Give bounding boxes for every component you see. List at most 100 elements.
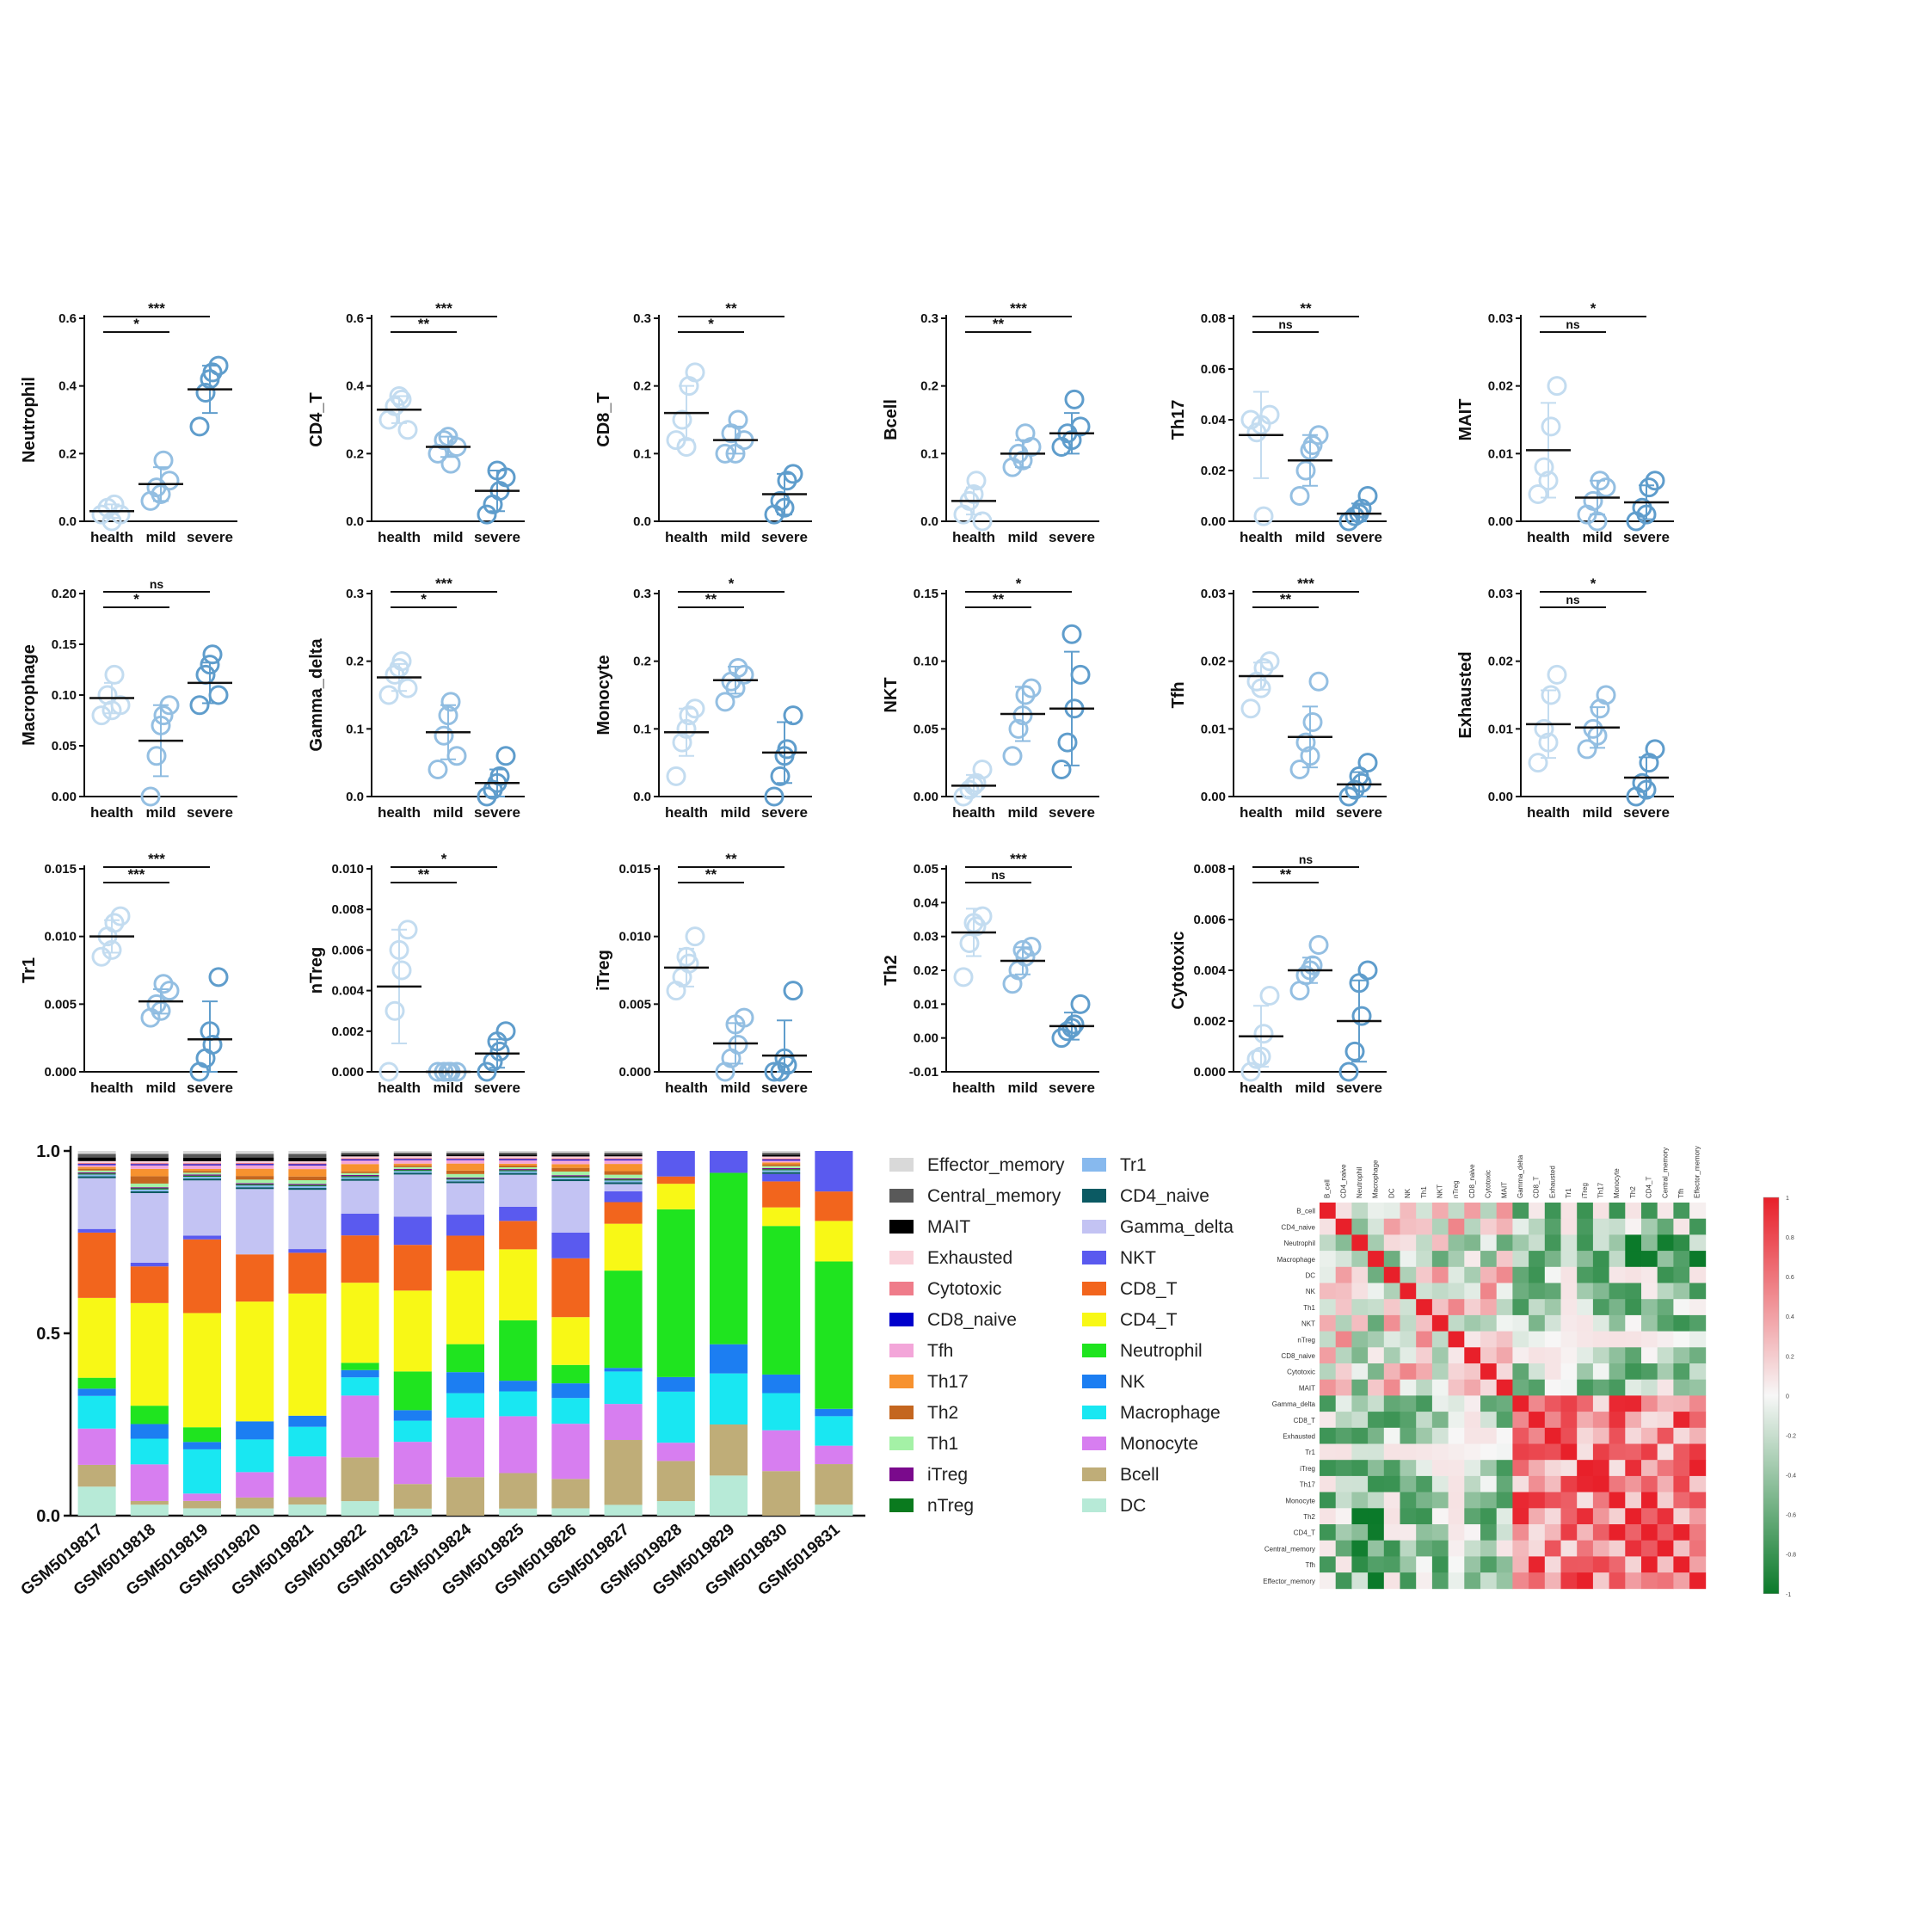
- heatmap-cell: [1416, 1443, 1433, 1461]
- category-label: severe: [761, 529, 808, 545]
- data-point: [1070, 664, 1091, 685]
- bar-segment-effector_memory: [130, 1151, 169, 1154]
- heatmap-col-label: Cytotoxic: [1485, 1170, 1492, 1198]
- dot-plot-exhausted: 0.00 0.01 0.02 0.03 Exhausted health mild sever…: [1456, 575, 1674, 821]
- heatmap-cell: [1625, 1556, 1642, 1573]
- bar-gsm5019826: [551, 1151, 590, 1516]
- y-tick-label: 0.02: [1488, 379, 1513, 394]
- heatmap-row-label: Exhausted: [1283, 1433, 1315, 1441]
- legend-label: CD4_naive: [1120, 1186, 1209, 1206]
- data-point: [91, 504, 112, 525]
- bar-segment-th17: [341, 1164, 379, 1172]
- heatmap-cell: [1383, 1508, 1400, 1525]
- bar-segment-bcell: [341, 1457, 379, 1502]
- category-label: mild: [1295, 804, 1326, 821]
- heatmap-cell: [1368, 1524, 1385, 1541]
- data-point: [1547, 376, 1567, 397]
- y-tick-label: 0.5: [36, 1325, 60, 1344]
- bar-segment-neutrophil: [499, 1320, 538, 1381]
- bar-segment-tr1: [77, 1174, 116, 1177]
- bar-segment-ntreg: [288, 1184, 327, 1186]
- heatmap-cell: [1577, 1508, 1594, 1525]
- heatmap-cell: [1400, 1203, 1417, 1220]
- heatmap-cell: [1577, 1556, 1594, 1573]
- y-tick-label: 0.05: [914, 722, 938, 736]
- heatmap-cell: [1320, 1572, 1337, 1590]
- legend-item-cd4_t: CD4_T: [1082, 1310, 1178, 1330]
- data-point: [783, 981, 803, 1001]
- legend-label: Effector_memory: [927, 1155, 1065, 1175]
- legend-swatch: [1082, 1467, 1106, 1481]
- bar-segment-macrophage: [130, 1438, 169, 1465]
- heatmap-cell: [1673, 1379, 1690, 1396]
- data-point: [495, 746, 516, 766]
- colorbar-tick-label: -0.4: [1786, 1474, 1796, 1480]
- heatmap-cell: [1416, 1460, 1433, 1477]
- heatmap-cell: [1544, 1443, 1561, 1461]
- data-point: [189, 416, 210, 437]
- heatmap-cell: [1383, 1524, 1400, 1541]
- bar-segment-mait: [77, 1157, 116, 1161]
- bar-segment-tfh: [236, 1165, 274, 1169]
- bar-segment-nk: [446, 1372, 485, 1394]
- heatmap-cell: [1464, 1299, 1481, 1316]
- heatmap-cell: [1496, 1556, 1513, 1573]
- heatmap-cell: [1529, 1427, 1546, 1444]
- heatmap-col-label: Th17: [1597, 1182, 1604, 1198]
- bar-segment-dc: [182, 1508, 222, 1516]
- heatmap-cell: [1416, 1379, 1433, 1396]
- heatmap-cell: [1320, 1379, 1337, 1396]
- heatmap-cell: [1577, 1460, 1594, 1477]
- bar-segment-nkt: [341, 1213, 379, 1236]
- heatmap-cell: [1609, 1266, 1626, 1283]
- bar-segment-nkt: [499, 1206, 538, 1221]
- heatmap-cell: [1351, 1492, 1369, 1509]
- data-point: [1645, 471, 1665, 491]
- bar-gsm5019818: [130, 1151, 169, 1516]
- heatmap-cell: [1448, 1540, 1465, 1557]
- heatmap-cell: [1320, 1540, 1337, 1557]
- y-tick-label: 0.4: [346, 379, 365, 394]
- heatmap-cell: [1383, 1347, 1400, 1364]
- y-tick-label: 0.02: [914, 963, 938, 978]
- data-point: [672, 732, 692, 753]
- bar-segment-itreg: [393, 1168, 432, 1171]
- bar-segment-effector_memory: [393, 1151, 432, 1154]
- heatmap-cell: [1689, 1283, 1707, 1300]
- y-tick-label: 0.15: [914, 587, 938, 601]
- legend-swatch: [1082, 1313, 1106, 1326]
- bar-segment-dc: [551, 1508, 590, 1516]
- bar-segment-nkt: [288, 1249, 327, 1253]
- bar-segment-exhausted: [341, 1156, 379, 1159]
- legend-label: CD8_T: [1120, 1279, 1178, 1299]
- heatmap-cell: [1657, 1475, 1674, 1492]
- heatmap-cell: [1625, 1363, 1642, 1381]
- heatmap-cell: [1609, 1412, 1626, 1429]
- heatmap-cell: [1544, 1572, 1561, 1590]
- heatmap-cell: [1320, 1203, 1337, 1220]
- bar-segment-th1: [288, 1180, 327, 1184]
- category-label: severe: [1049, 529, 1095, 545]
- heatmap-cell: [1657, 1299, 1674, 1316]
- legend-swatch: [1082, 1437, 1106, 1450]
- data-point: [434, 725, 454, 746]
- y-tick-label: 0.2: [346, 655, 364, 669]
- data-point: [1351, 1006, 1372, 1026]
- heatmap-col-label: Monocyte: [1613, 1168, 1621, 1198]
- category-label: mild: [721, 529, 751, 545]
- data-point: [1338, 1061, 1359, 1082]
- heatmap-cell: [1448, 1556, 1465, 1573]
- category-label: health: [952, 529, 995, 545]
- y-axis-label: NKT: [882, 677, 901, 712]
- heatmap-cell: [1351, 1412, 1369, 1429]
- heatmap-cell: [1416, 1283, 1433, 1300]
- heatmap-cell: [1383, 1427, 1400, 1444]
- legend-swatch: [1082, 1406, 1106, 1419]
- bar-segment-cd8_naive: [77, 1164, 116, 1166]
- heatmap-cell: [1431, 1492, 1449, 1509]
- data-point: [972, 511, 993, 532]
- bar-segment-macrophage: [236, 1439, 274, 1473]
- bar-segment-th2: [762, 1164, 801, 1166]
- bar-segment-tr1: [288, 1185, 327, 1189]
- heatmap-cell: [1480, 1460, 1498, 1477]
